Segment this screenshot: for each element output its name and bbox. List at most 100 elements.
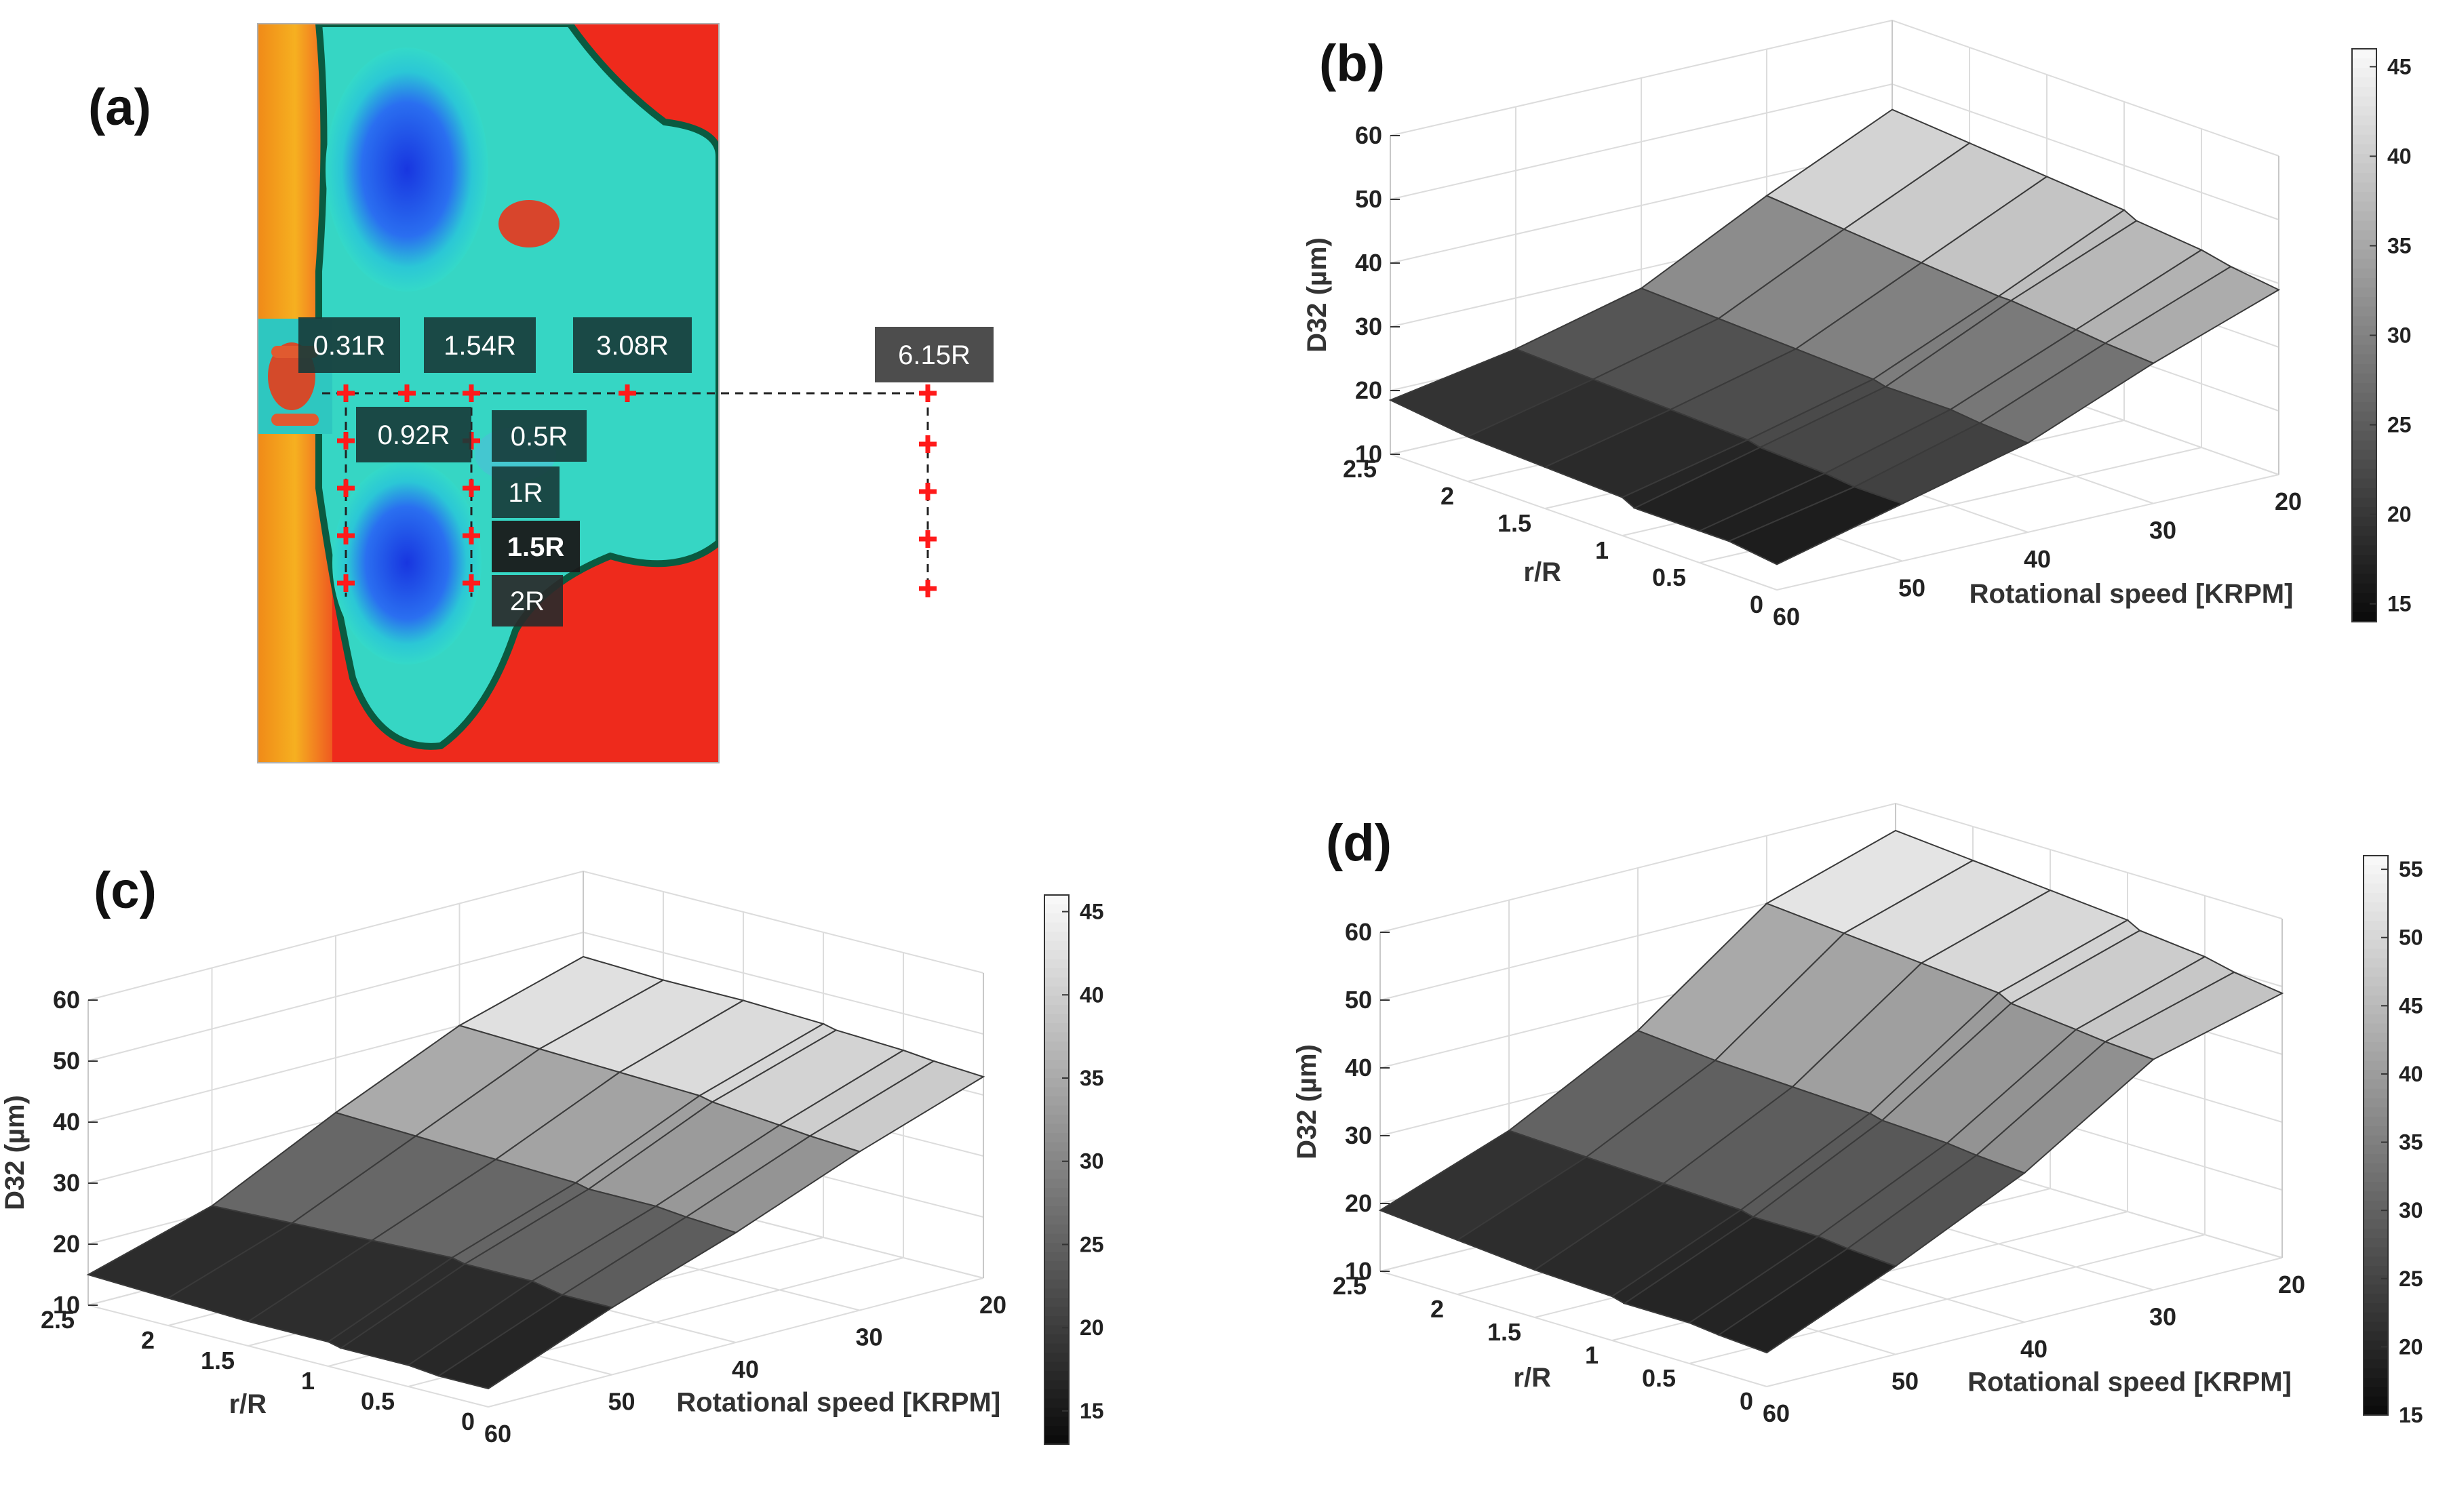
z-tick-label-4: 50	[1355, 185, 1382, 213]
radial-position-labels: 0.31R 1.54R 3.08R 6.15R 0.92R 0.5R 1R 1.5R 2R	[298, 317, 994, 626]
colorbar-label-0: 15	[1080, 1399, 1104, 1423]
colorbar-label-3: 30	[1080, 1149, 1104, 1174]
colorbar-step-42	[1044, 1279, 1069, 1290]
colorbar-step-50	[2364, 1321, 2388, 1332]
colorbar-step-37	[2352, 402, 2376, 413]
colorbar-step-12	[2352, 163, 2376, 174]
colorbar-step-50	[1044, 1353, 1069, 1363]
surface-patch-0-0	[1717, 1248, 1898, 1354]
colorbar-step-22	[1044, 1096, 1069, 1107]
colorbar-step-2	[2364, 874, 2388, 885]
colorbar-step-31	[2364, 1145, 2388, 1155]
radial-label-box-7	[492, 521, 580, 572]
colorbar-step-25	[2364, 1088, 2388, 1099]
colorbar-step-3	[2364, 883, 2388, 894]
colorbar-step-4	[1044, 932, 1069, 942]
colorbar-frame	[2363, 855, 2389, 1416]
colorbar-step-27	[1044, 1142, 1069, 1152]
speed-tick-label-1: 50	[1892, 1368, 1919, 1395]
colorbar-step-51	[2364, 1331, 2388, 1341]
colorbar-label-1: 20	[2387, 502, 2412, 527]
colorbar-step-48	[1044, 1334, 1069, 1345]
colorbar-step-58	[2364, 1396, 2388, 1407]
colorbar-step-50	[2352, 526, 2376, 537]
z-gridline-5	[87, 870, 984, 1001]
colorbar-label-8: 55	[2399, 857, 2423, 881]
colorbar-step-47	[2364, 1294, 2388, 1304]
colorbar-step-15	[2352, 192, 2376, 203]
speed-tick-label-0: 60	[1763, 1399, 1790, 1427]
colorbar-step-32	[2352, 354, 2376, 365]
colorbar-step-53	[1044, 1380, 1069, 1390]
colorbar-step-36	[1044, 1225, 1069, 1235]
colorbar-step-35	[2352, 382, 2376, 393]
colorbar-step-51	[2352, 536, 2376, 546]
panel-label-b: (b)	[1319, 35, 1386, 92]
colorbar-label-3: 30	[2387, 323, 2412, 348]
surface-patch-0-0	[1727, 486, 1904, 565]
radial-label-2: 3.08R	[596, 331, 669, 361]
colorbar-step-20	[2364, 1042, 2388, 1052]
colorbar-step-20	[2352, 239, 2376, 250]
colorbar-step-49	[1044, 1343, 1069, 1353]
colorbar-step-9	[2352, 134, 2376, 145]
speed-axis-label: Rotational speed [KRPM]	[676, 1387, 1000, 1417]
colorbar-step-36	[2352, 393, 2376, 403]
colorbar-step-47	[1044, 1325, 1069, 1335]
r-tick-label-2: 1	[1585, 1341, 1599, 1369]
colorbar-step-55	[1044, 1398, 1069, 1408]
z-axis-label: D32 (µm)	[1292, 1044, 1322, 1159]
speed-tick-label-0: 60	[1773, 603, 1800, 631]
colorbar-step-42	[2352, 450, 2376, 460]
colorbar-step-9	[2364, 939, 2388, 950]
colorbar-step-25	[1044, 1123, 1069, 1134]
colorbar-label-6: 45	[1080, 900, 1104, 924]
colorbar-step-19	[1044, 1069, 1069, 1079]
colorbar-step-27	[2364, 1107, 2388, 1117]
colorbar-step-43	[1044, 1288, 1069, 1298]
colorbar-step-36	[2364, 1191, 2388, 1201]
r-tick-label-3: 1.5	[1487, 1318, 1521, 1346]
colorbar-step-56	[1044, 1408, 1069, 1418]
colorbar-step-8	[2352, 125, 2376, 136]
colorbar-step-49	[2364, 1312, 2388, 1323]
surface-chart-c: 10 20 30 40 50 60 D32 (µm) 0 0.5 1 1.5 2 2.5 r/R 60 50 4…	[0, 870, 1104, 1448]
speed-tick-label-1: 50	[1898, 574, 1925, 602]
colorbar-label-6: 45	[2387, 54, 2412, 79]
colorbar-step-59	[2352, 612, 2376, 622]
colorbar-step-17	[2352, 211, 2376, 222]
colorbar-step-34	[2364, 1172, 2388, 1183]
colorbar-step-39	[1044, 1252, 1069, 1262]
nozzle-slot-bottom	[271, 414, 319, 426]
colorbar-step-41	[2352, 440, 2376, 451]
colorbar-step-13	[1044, 1014, 1069, 1024]
colorbar-label-1: 20	[2399, 1334, 2423, 1359]
colorbar-label-2: 25	[1080, 1232, 1104, 1256]
colorbar-step-17	[1044, 1050, 1069, 1060]
colorbar-step-22	[2364, 1060, 2388, 1071]
colorbar-label-4: 35	[2387, 233, 2412, 258]
z-tick-label-1: 20	[1355, 376, 1382, 404]
radial-label-box-4	[356, 407, 471, 462]
colorbar-step-3	[2352, 77, 2376, 88]
colorbar-step-5	[2364, 902, 2388, 913]
colorbar-step-24	[2364, 1079, 2388, 1090]
colorbar-step-37	[2364, 1200, 2388, 1211]
radial-label-box-5	[492, 410, 587, 462]
colorbar-step-24	[2352, 278, 2376, 289]
colorbar-step-46	[2364, 1284, 2388, 1295]
z-tick-label-5: 60	[53, 986, 80, 1014]
colorbar-step-11	[2352, 153, 2376, 164]
colorbar-step-38	[1044, 1243, 1069, 1253]
r-tick-label-2: 1	[301, 1367, 315, 1395]
speed-tick-label-4: 20	[2275, 488, 2302, 515]
colorbar-step-7	[2364, 921, 2388, 931]
colorbar-step-33	[2352, 363, 2376, 374]
colorbar-step-1	[2364, 864, 2388, 875]
speed-axis-label: Rotational speed [KRPM]	[1970, 579, 2294, 609]
speed-tick-label-0: 60	[484, 1420, 511, 1448]
colorbar-step-44	[2364, 1266, 2388, 1276]
colorbar-step-53	[2352, 555, 2376, 565]
r-floor-gridline-0	[1766, 1257, 2283, 1387]
z-gridline-5	[1390, 19, 2279, 157]
